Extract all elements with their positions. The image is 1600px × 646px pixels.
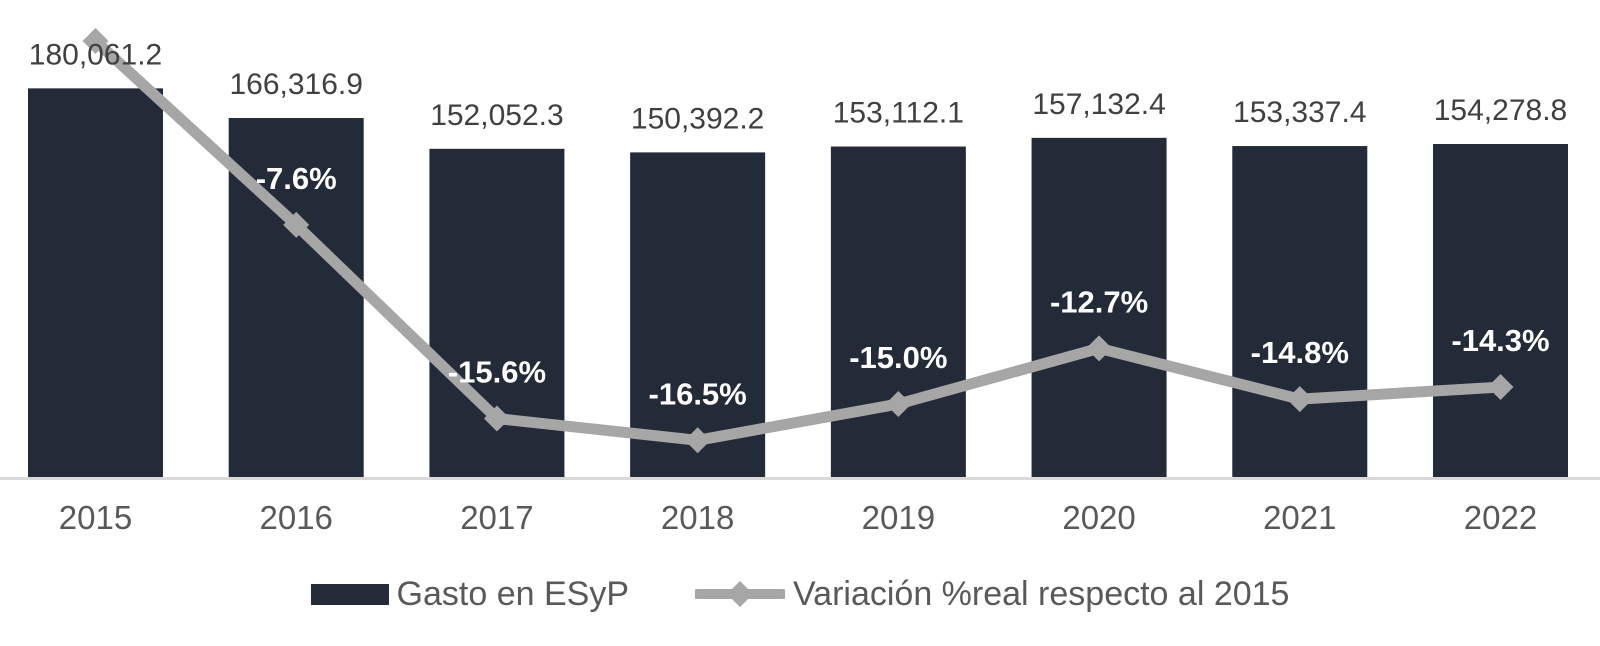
bar-2021 (1232, 146, 1368, 477)
legend-item-line-series: Variación %real respecto al 2015 (692, 574, 1290, 614)
bar-2022 (1432, 144, 1568, 478)
x-axis-label-2016: 2016 (260, 499, 333, 536)
chart-legend: Gasto en ESyP Variación %real respecto a… (0, 558, 1600, 630)
bar-value-label-2018: 150,392.2 (631, 102, 764, 135)
line-marker-2017 (483, 405, 510, 432)
bar-value-label-2021: 153,337.4 (1233, 96, 1366, 129)
legend-label-line-series: Variación %real respecto al 2015 (793, 574, 1290, 613)
bar-value-label-2022: 154,278.8 (1434, 94, 1567, 127)
x-axis-label-2020: 2020 (1062, 499, 1135, 536)
pct-label-2019: -15.0% (849, 340, 947, 375)
line-marker-2016 (283, 211, 310, 238)
legend-label-bar-series: Gasto en ESyP (396, 574, 630, 613)
line-marker-2018 (684, 427, 711, 454)
variation-line (91, 36, 1501, 446)
bar-2020 (1031, 137, 1167, 477)
line-marker-2021 (1286, 386, 1313, 413)
bar-value-label-2015: 180,061.2 (29, 38, 162, 71)
bar-series-swatch (310, 583, 389, 605)
x-axis-label-2022: 2022 (1464, 499, 1537, 536)
x-axis-label-2015: 2015 (59, 499, 132, 536)
bar-value-label-2019: 153,112.1 (833, 97, 964, 130)
chart-plot-area: 180,061.2 166,316.9 152,052.3 150,392.2 153,… (0, 28, 1600, 536)
line-marker-2015 (82, 28, 109, 54)
line-series-swatch (692, 579, 789, 609)
pct-label-2022: -14.3% (1451, 323, 1549, 358)
pct-label-2021: -14.8% (1251, 335, 1349, 370)
x-axis-label-2018: 2018 (661, 499, 734, 536)
bar-value-label-2020: 157,132.4 (1032, 88, 1165, 121)
pct-label-2016: -7.6% (256, 161, 337, 196)
pct-label-2017: -15.6% (448, 355, 546, 390)
legend-item-bar-series: Gasto en ESyP (310, 574, 630, 614)
line-marker-2020 (1086, 335, 1113, 362)
bar-2018 (630, 152, 766, 477)
bar-2015 (28, 88, 163, 478)
x-axis-label-2017: 2017 (460, 499, 533, 536)
x-axis-label-2019: 2019 (862, 499, 935, 536)
line-marker-2022 (1487, 374, 1514, 401)
bar-value-label-2016: 166,316.9 (229, 68, 362, 101)
pct-label-2020: -12.7% (1050, 284, 1148, 319)
pct-label-2018: -16.5% (649, 376, 747, 411)
line-marker-2019 (885, 391, 912, 417)
x-axis-label-2021: 2021 (1263, 499, 1336, 536)
line-swatch-graphic (692, 581, 789, 607)
bar-2019 (830, 146, 966, 477)
bar-value-label-2017: 152,052.3 (430, 99, 563, 132)
